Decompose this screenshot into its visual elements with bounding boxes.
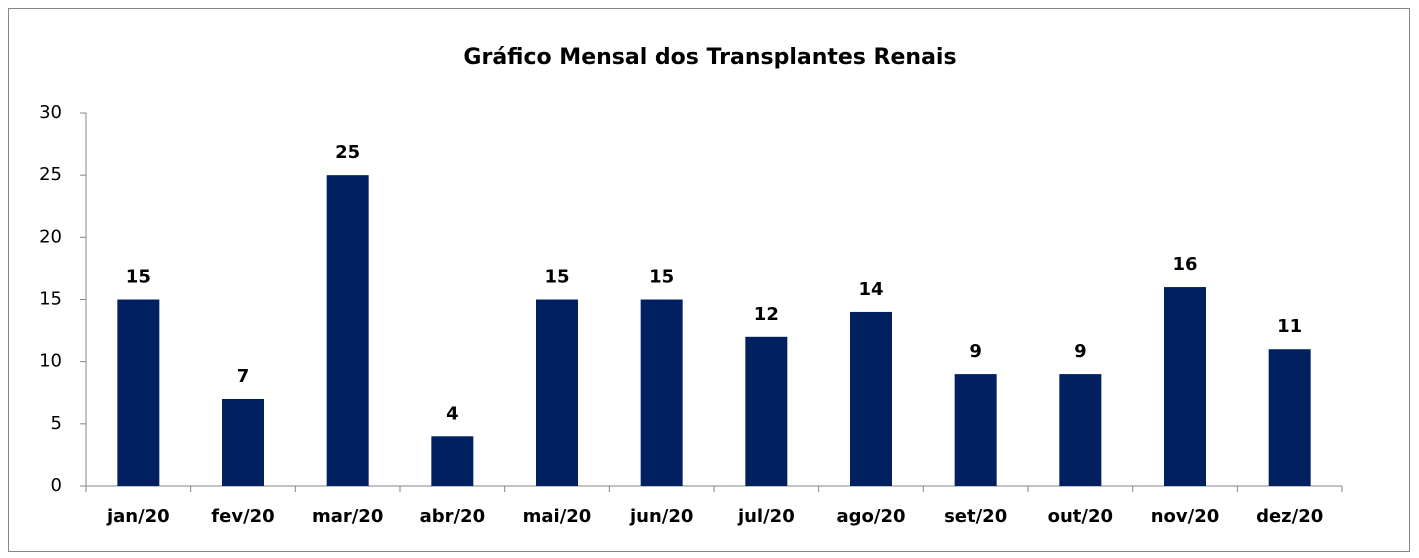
bar (640, 299, 683, 486)
x-tick-label: jul/20 (737, 506, 795, 527)
x-tick-label: dez/20 (1256, 506, 1323, 527)
y-tick-label: 10 (39, 351, 62, 372)
bar (850, 311, 892, 486)
bar (745, 336, 788, 486)
bar (117, 299, 160, 486)
y-tick-label: 0 (51, 475, 62, 496)
x-tick-label: ago/20 (836, 506, 905, 527)
bar (431, 436, 474, 486)
data-label: 15 (544, 267, 569, 288)
data-label: 15 (649, 267, 674, 288)
y-tick-label: 25 (39, 164, 62, 185)
data-label: 15 (126, 267, 151, 288)
x-tick-label: fev/20 (211, 506, 274, 527)
bar (326, 175, 369, 486)
data-label: 4 (446, 403, 459, 424)
data-label: 11 (1277, 316, 1302, 337)
data-label: 14 (858, 279, 883, 300)
chart-title: Gráfico Mensal dos Transplantes Renais (463, 45, 956, 70)
bar (222, 398, 264, 486)
y-tick-label: 30 (39, 102, 62, 123)
x-tick-label: set/20 (944, 506, 1007, 527)
x-tick-label: out/20 (1048, 506, 1113, 527)
y-tick-label: 20 (39, 226, 62, 247)
x-tick-label: mai/20 (523, 506, 592, 527)
bar (536, 299, 578, 486)
bar (1164, 287, 1206, 486)
x-tick-label: jan/20 (106, 506, 170, 527)
x-tick-label: mar/20 (312, 506, 383, 527)
bar (1268, 349, 1311, 486)
data-label: 12 (754, 304, 779, 325)
data-label: 16 (1172, 254, 1197, 275)
bar (954, 374, 997, 486)
data-label: 9 (1074, 341, 1087, 362)
y-tick-label: 5 (51, 413, 62, 434)
x-tick-label: nov/20 (1151, 506, 1220, 527)
y-tick-label: 15 (39, 289, 62, 310)
data-label: 25 (335, 142, 360, 163)
bar (1059, 374, 1102, 486)
x-tick-label: abr/20 (420, 506, 486, 527)
data-label: 9 (969, 341, 982, 362)
x-tick-label: jun/20 (629, 506, 693, 527)
data-label: 7 (237, 366, 250, 387)
